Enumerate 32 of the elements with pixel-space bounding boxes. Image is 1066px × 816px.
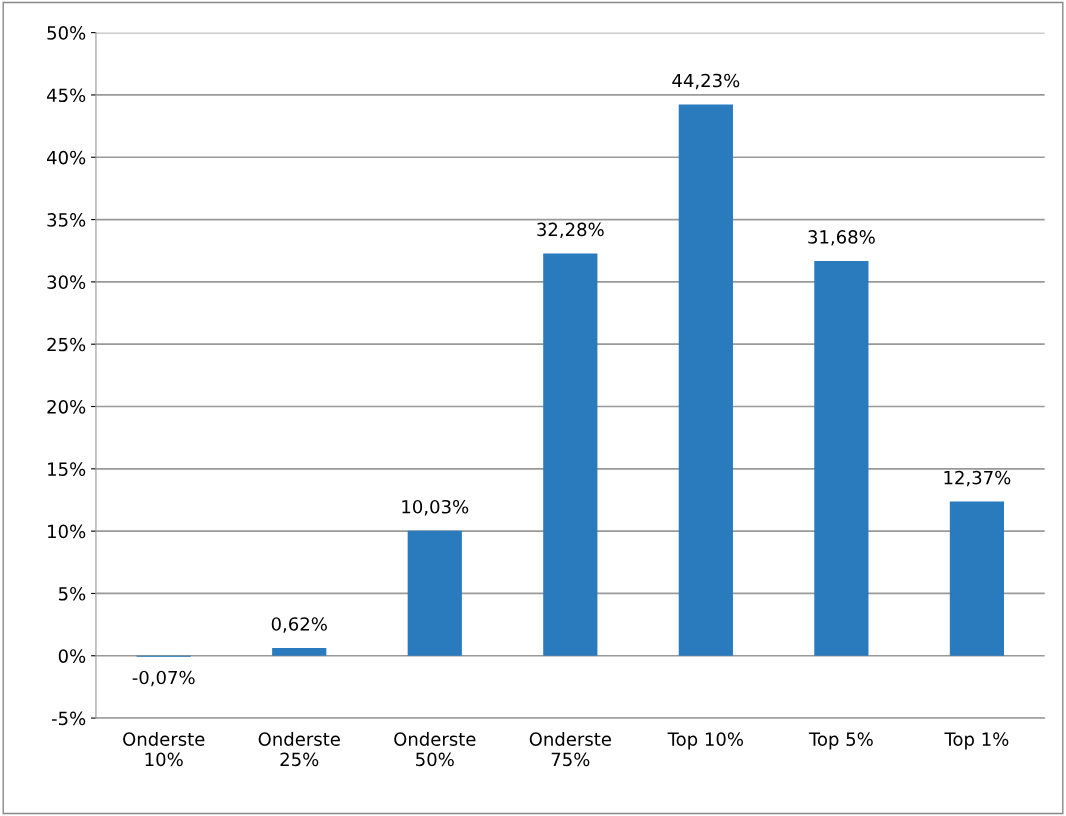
y-tick-label: 20% (47, 399, 86, 414)
y-tick-label: 35% (47, 213, 86, 227)
data-label: -0,07% (132, 670, 195, 687)
bar (949, 501, 1005, 656)
x-tick-label: Onderste 25% (258, 731, 340, 767)
bar (407, 530, 462, 656)
x-tick-label: Onderste 50% (394, 731, 476, 767)
y-tick-label: 10% (48, 524, 86, 539)
x-tick-label: Top 1% (944, 732, 1009, 750)
bar (543, 253, 598, 656)
bar (814, 260, 869, 656)
x-tick-label: Top 10% (667, 732, 744, 750)
bar (678, 104, 733, 656)
x-tick-label: Onderste 10% (123, 731, 205, 767)
y-tick-label: 15% (48, 462, 86, 476)
data-label: 32,28% (537, 222, 604, 239)
y-tick-label: 5% (58, 586, 86, 601)
data-label: 10,03% (402, 499, 469, 516)
x-tick-label: Onderste 75% (529, 731, 611, 767)
y-tick-label: 40% (46, 150, 86, 165)
bar (272, 648, 327, 656)
data-label: 12,37% (944, 470, 1011, 487)
y-tick-label: 45% (46, 88, 86, 103)
y-tick-label: 0% (58, 649, 86, 663)
y-tick-label: 30% (47, 275, 86, 290)
data-label: 0,62% (271, 617, 327, 633)
y-tick-label: -5% (51, 711, 86, 726)
y-tick-label: 25% (47, 337, 86, 352)
y-tick-label: 50% (47, 26, 86, 40)
x-tick-label: Top 5% (808, 732, 873, 750)
data-label: 31,68% (808, 230, 875, 246)
data-label: 44,23% (672, 73, 740, 90)
